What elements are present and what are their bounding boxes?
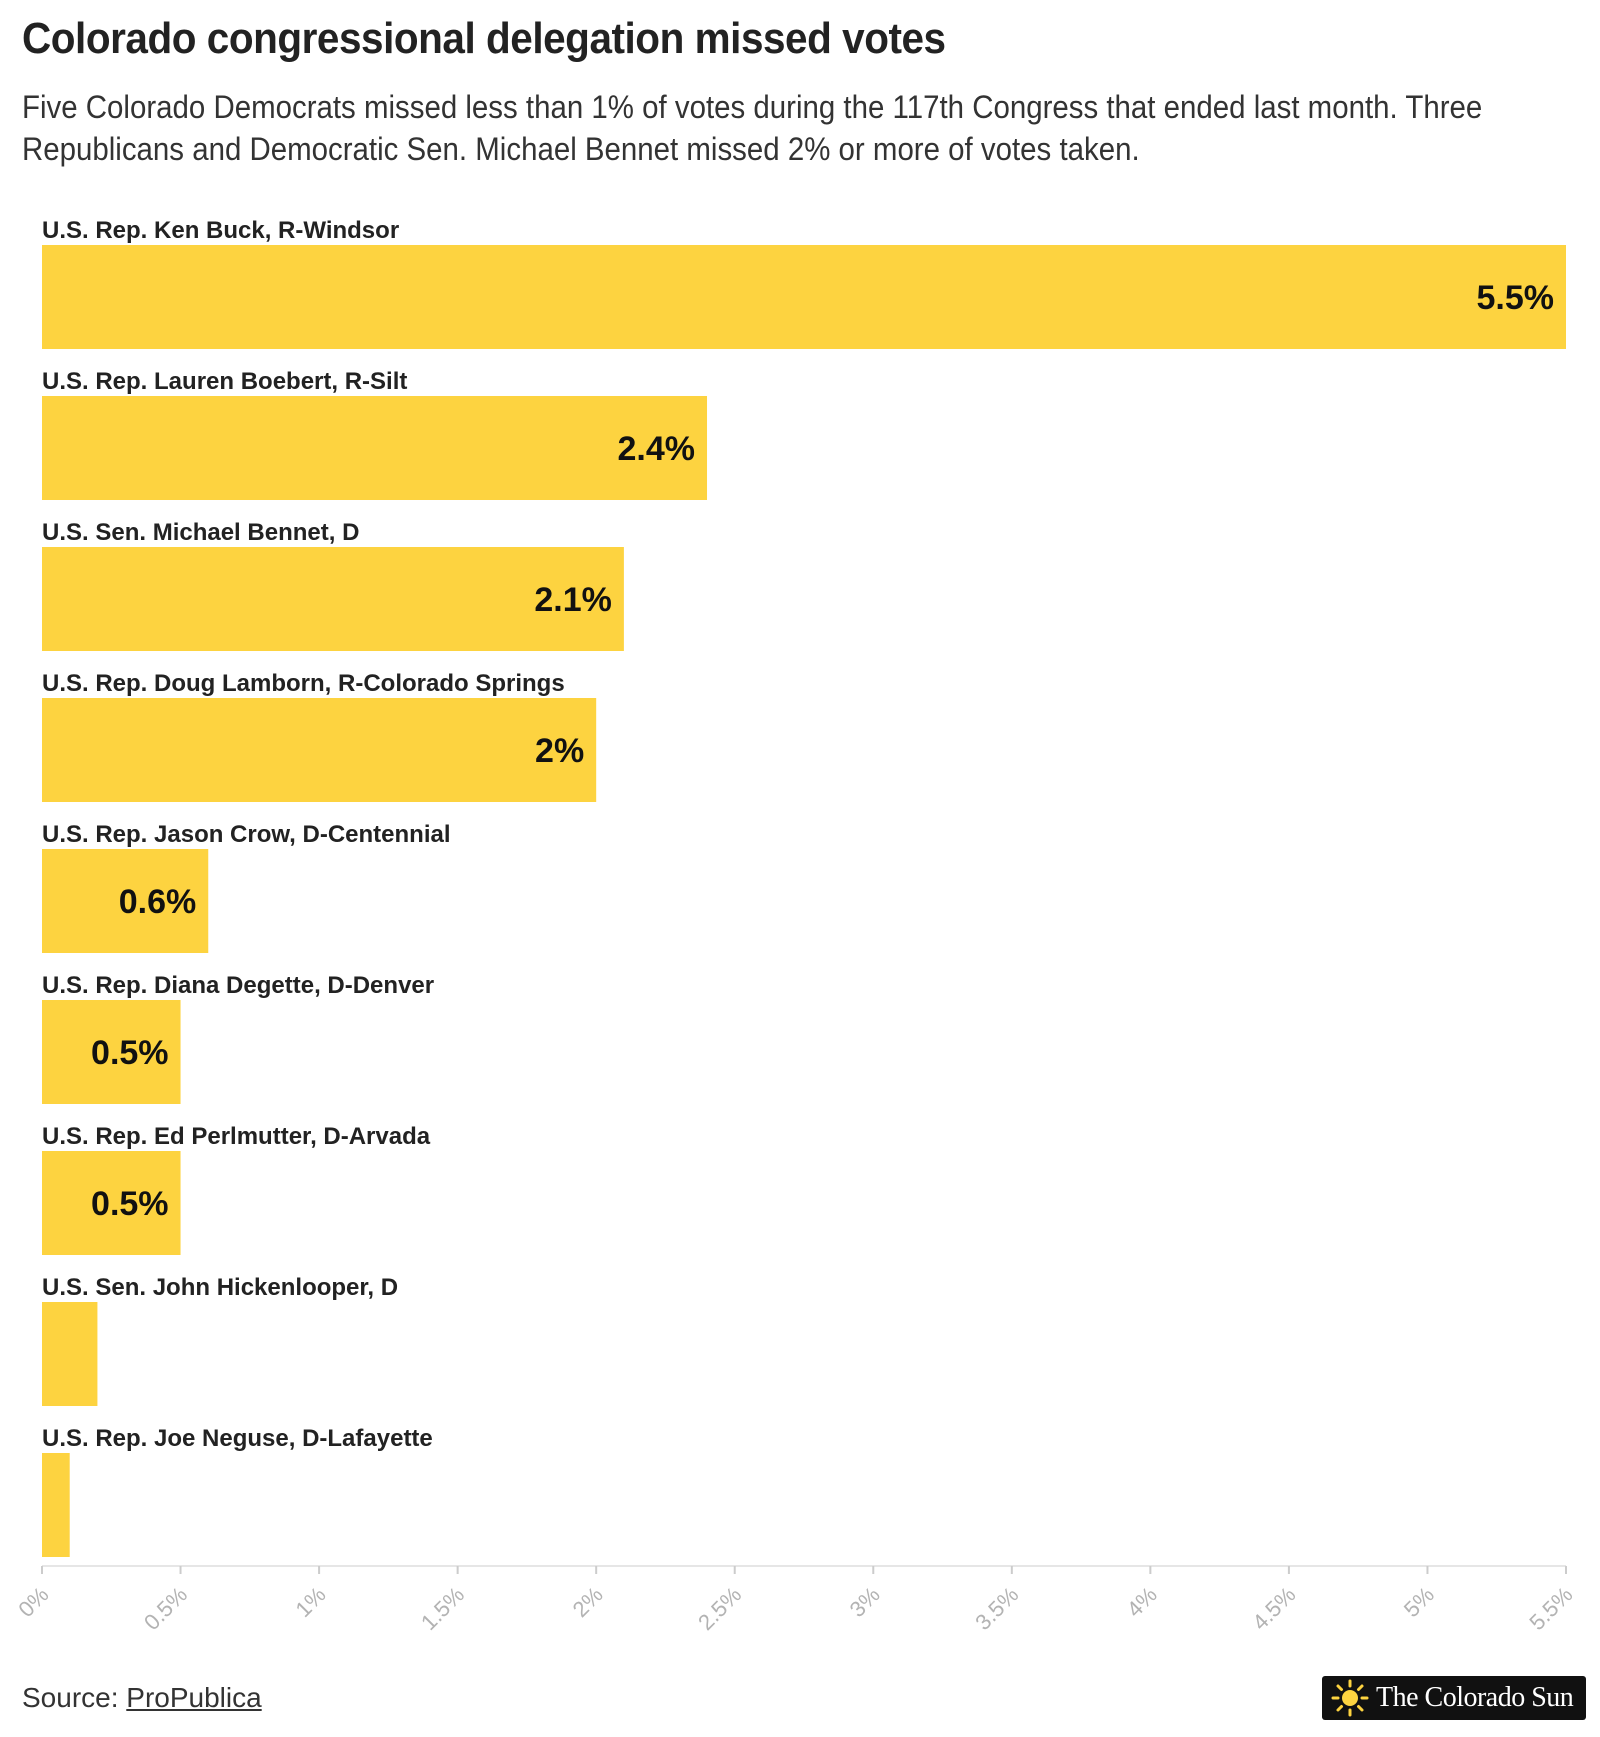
category-label: U.S. Rep. Ed Perlmutter, D-Arvada xyxy=(42,1123,431,1150)
x-tick-label: 2.5% xyxy=(693,1582,746,1635)
bar xyxy=(42,1302,98,1406)
bar xyxy=(42,245,1566,349)
chart-title: Colorado congressional delegation missed… xyxy=(22,14,946,63)
x-axis: 0% 0.5% 1% 1.5% 2% 2.5% 3% 3.5% 4% 4.5% 5% 5.5% xyxy=(13,1565,1578,1635)
category-label: U.S. Rep. Doug Lamborn, R-Colorado Sprin… xyxy=(42,670,565,697)
x-tick-label: 5.5% xyxy=(1524,1582,1577,1635)
bar-value-label: 2.1% xyxy=(534,581,612,619)
x-tick-label: 1.5% xyxy=(416,1582,469,1635)
category-label: U.S. Rep. Joe Neguse, D-Lafayette xyxy=(42,1425,433,1452)
bar xyxy=(42,1453,70,1557)
category-label: U.S. Sen. Michael Bennet, D xyxy=(42,519,359,546)
x-tick-label: 0.5% xyxy=(139,1582,192,1635)
category-label: U.S. Sen. John Hickenlooper, D xyxy=(42,1274,398,1301)
sun-icon xyxy=(1331,1679,1369,1717)
x-tick-label: 4.5% xyxy=(1247,1582,1300,1635)
bar xyxy=(42,1151,181,1255)
bar-value-label: 0.5% xyxy=(91,1034,169,1072)
bar xyxy=(42,849,209,953)
source-prefix: Source: xyxy=(22,1682,127,1713)
bar xyxy=(42,1000,181,1104)
x-tick-label: 0% xyxy=(13,1582,53,1622)
bar xyxy=(42,396,708,500)
bar xyxy=(42,698,597,802)
bar-value-label: 2.4% xyxy=(618,430,696,468)
category-label: U.S. Rep. Diana Degette, D-Denver xyxy=(42,972,434,999)
bar-value-label: 2% xyxy=(535,732,584,770)
source-note: Source: ProPublica xyxy=(22,1682,262,1714)
x-tick-label: 4% xyxy=(1122,1582,1162,1622)
chart-subtitle: Five Colorado Democrats missed less than… xyxy=(22,89,1483,167)
x-tick-label: 3.5% xyxy=(970,1582,1023,1635)
bar-value-label: 0.5% xyxy=(91,1185,169,1223)
category-label: U.S. Rep. Jason Crow, D-Centennial xyxy=(42,821,451,848)
source-link[interactable]: ProPublica xyxy=(126,1682,262,1713)
bar-value-label: 5.5% xyxy=(1477,279,1555,317)
x-tick-label: 3% xyxy=(845,1582,885,1622)
category-label: U.S. Rep. Ken Buck, R-Windsor xyxy=(42,217,399,244)
x-tick-label: 2% xyxy=(568,1582,608,1622)
x-tick-label: 1% xyxy=(290,1582,330,1622)
logo-text: The Colorado Sun xyxy=(1376,1682,1574,1713)
bar-value-label: 0.6% xyxy=(119,883,197,921)
colorado-sun-logo: The Colorado Sun xyxy=(1322,1676,1586,1720)
bar xyxy=(42,547,624,651)
x-tick-label: 5% xyxy=(1399,1582,1439,1622)
bars-layer: U.S. Rep. Ken Buck, R-Windsor 5.5% U.S. Re… xyxy=(42,217,1566,1557)
category-label: U.S. Rep. Lauren Boebert, R-Silt xyxy=(42,368,407,395)
